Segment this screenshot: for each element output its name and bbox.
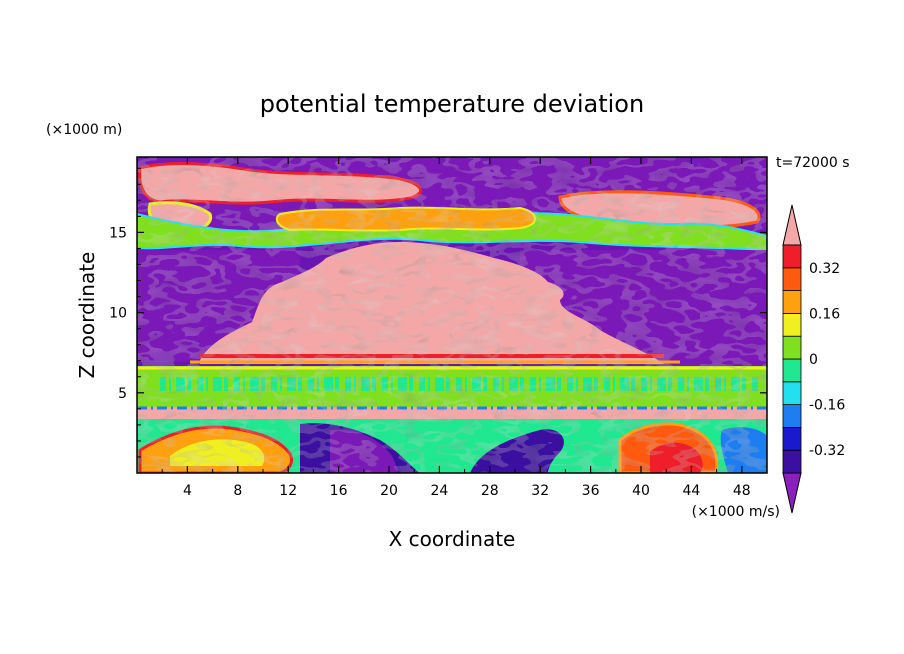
colorbar-swatch xyxy=(782,404,802,428)
x-tick-label: 8 xyxy=(233,483,242,499)
x-tick-label: 40 xyxy=(632,483,650,499)
x-tick-label: 16 xyxy=(330,483,348,499)
colorbar-swatch xyxy=(782,244,802,269)
colorbar-swatch xyxy=(782,290,802,314)
colorbar-tick-label: 0.32 xyxy=(809,261,840,277)
colorbar-tick-label: -0.16 xyxy=(809,398,845,414)
plot-frame xyxy=(136,156,768,474)
x-unit-label: (×1000 m/s) xyxy=(692,504,780,520)
x-tick-label: 24 xyxy=(430,483,448,499)
colorbar-swatch xyxy=(782,267,802,291)
time-label: t=72000 s xyxy=(776,155,850,171)
colorbar-tick-label: 0 xyxy=(809,352,818,368)
x-tick-label: 36 xyxy=(582,483,600,499)
colorbar-swatch xyxy=(782,335,802,360)
x-tick-label: 32 xyxy=(531,483,549,499)
colorbar-extend-high xyxy=(782,204,802,246)
x-axis-label: X coordinate xyxy=(389,527,516,551)
x-tick-label: 44 xyxy=(682,483,700,499)
x-tick-label: 4 xyxy=(183,483,192,499)
y-axis-label: Z coordinate xyxy=(75,252,99,379)
x-axis: 4 8 12 16 20 24 28 32 36 40 44 48 xyxy=(161,157,751,499)
x-tick-label: 28 xyxy=(481,483,499,499)
colorbar-extend-low xyxy=(782,472,802,514)
y-tick-label: 10 xyxy=(109,306,127,322)
y-tick-label: 5 xyxy=(118,386,127,402)
chart-title: potential temperature deviation xyxy=(260,90,644,118)
texture-noise xyxy=(137,157,767,473)
colorbar-swatch xyxy=(782,381,802,405)
x-tick-label: 48 xyxy=(733,483,751,499)
colorbar-tick-label: -0.32 xyxy=(809,443,845,459)
colorbar-swatch xyxy=(782,312,802,337)
y-axis: 5 10 15 xyxy=(109,167,767,458)
contour-field xyxy=(137,157,767,473)
colorbar-swatch xyxy=(782,426,802,451)
colorbar-swatch xyxy=(782,358,802,383)
colorbar: 0.32 0.16 0 -0.16 -0.32 xyxy=(782,204,845,514)
colorbar-swatch xyxy=(782,449,802,474)
x-tick-label: 20 xyxy=(380,483,398,499)
x-tick-label: 12 xyxy=(279,483,297,499)
colorbar-tick-label: 0.16 xyxy=(809,306,840,322)
y-unit-label: (×1000 m) xyxy=(46,122,122,138)
y-tick-label: 15 xyxy=(109,225,127,241)
